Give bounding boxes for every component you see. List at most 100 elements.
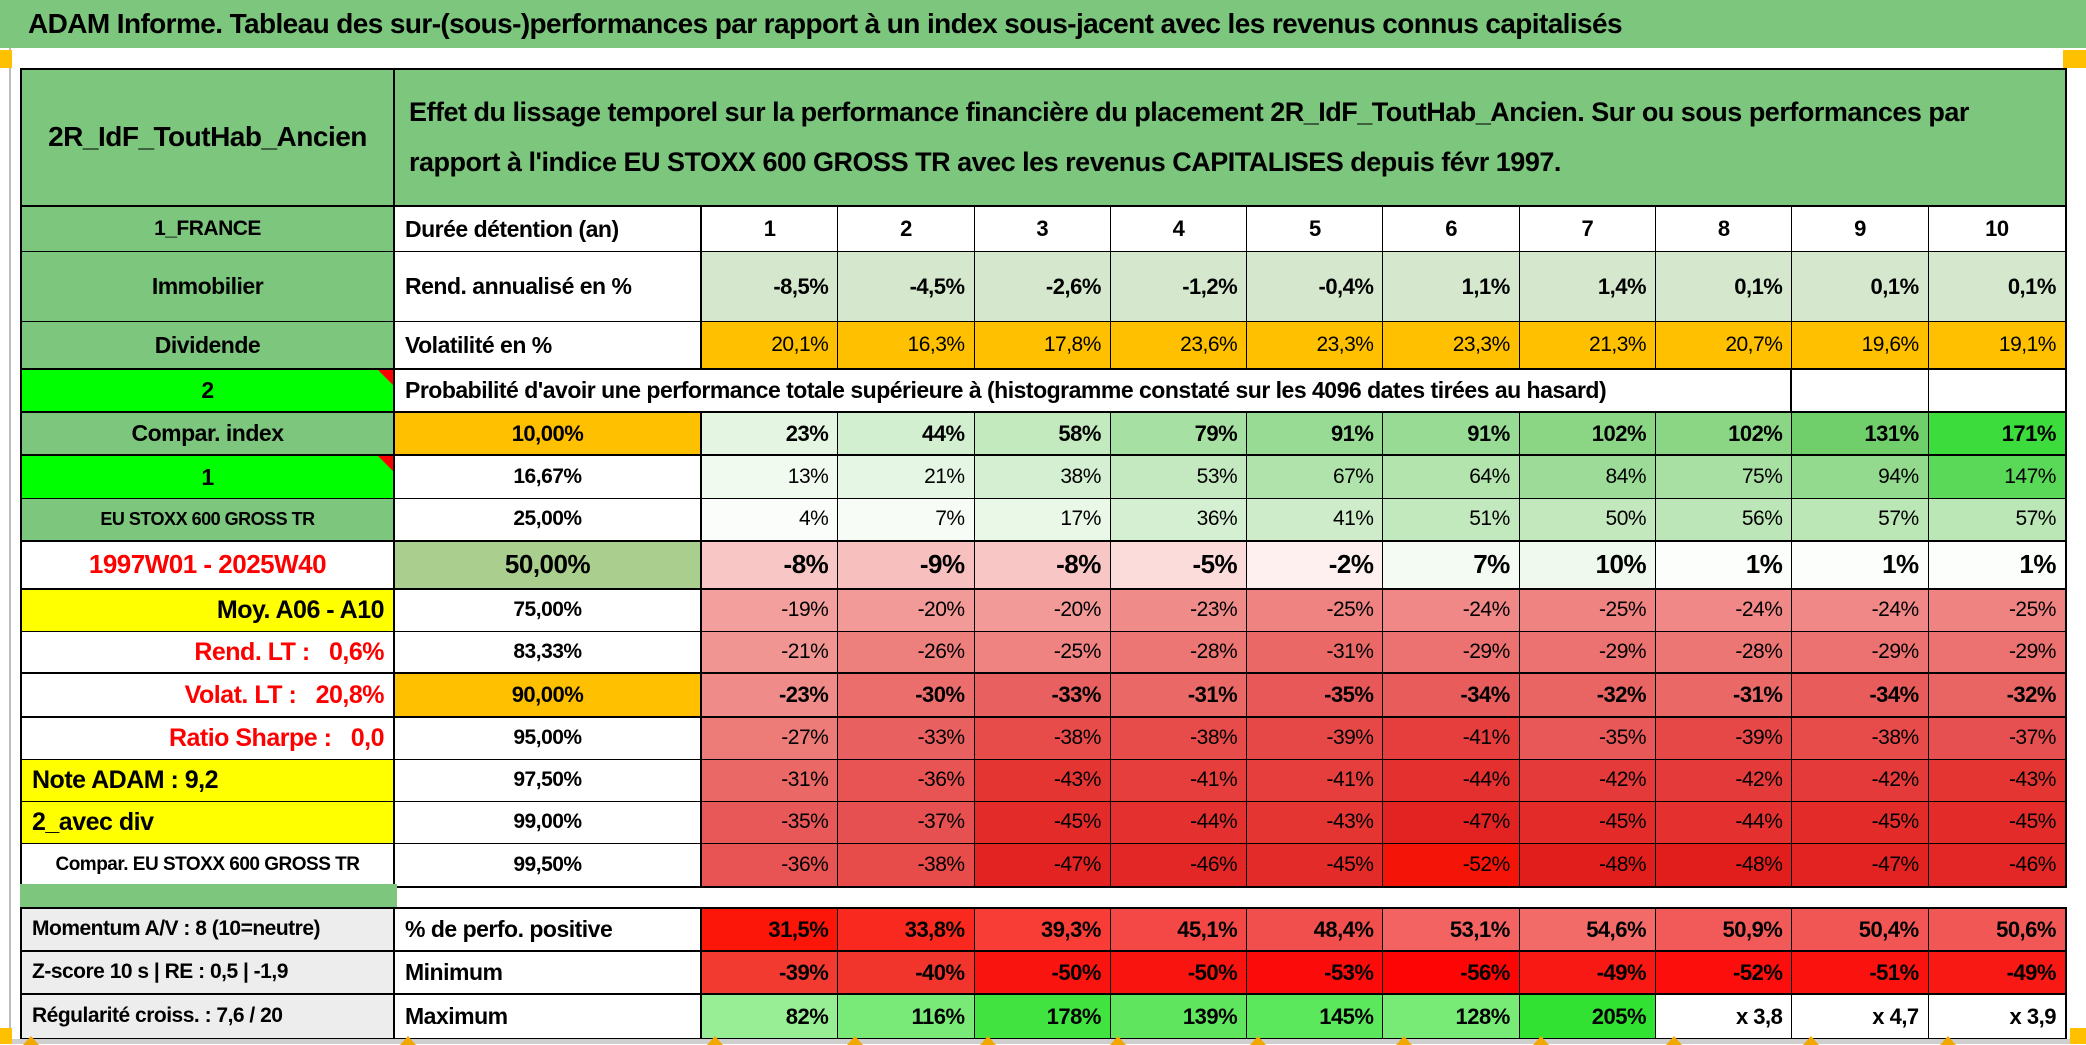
row-label-cell[interactable]: Note ADAM : 9,2 [22, 760, 395, 801]
value-cell[interactable]: -36% [702, 844, 839, 886]
value-cell[interactable]: 0,1% [1928, 252, 2065, 321]
value-cell[interactable]: 4 [1110, 207, 1248, 251]
value-cell[interactable]: -42% [1792, 760, 1929, 801]
value-cell[interactable]: -56% [1383, 952, 1520, 993]
row-label-cell[interactable]: Dividende [22, 322, 395, 368]
value-cell[interactable]: 147% [1928, 456, 2065, 498]
value-cell[interactable]: 53% [1110, 456, 1248, 498]
value-cell[interactable]: 13% [702, 456, 839, 498]
value-cell[interactable]: 58% [974, 413, 1111, 454]
value-cell[interactable]: -34% [1383, 674, 1520, 716]
value-cell[interactable]: -42% [1656, 760, 1793, 801]
table-description-cell[interactable]: Effet du lissage temporel sur la perform… [395, 70, 2065, 205]
row-sublabel-cell[interactable]: 50,00% [395, 542, 702, 588]
value-cell[interactable]: x 4,7 [1792, 995, 1929, 1038]
value-cell[interactable]: 50,4% [1792, 909, 1929, 950]
value-cell[interactable]: 50,9% [1656, 909, 1793, 950]
value-cell[interactable]: -24% [1383, 590, 1520, 631]
row-sublabel-cell[interactable]: 10,00% [395, 413, 702, 454]
value-cell[interactable]: -25% [1247, 590, 1384, 631]
row-sublabel-cell[interactable]: 75,00% [395, 590, 702, 631]
row-sublabel-cell[interactable]: Rend. annualisé en % [395, 252, 702, 321]
row-label-cell[interactable]: 1 [22, 456, 395, 498]
value-cell[interactable]: -44% [1383, 760, 1520, 801]
row-label-cell[interactable]: Z-score 10 s | RE : 0,5 | -1,9 [22, 952, 395, 993]
value-cell[interactable]: 0,1% [1656, 252, 1793, 321]
value-cell[interactable]: 9 [1792, 207, 1929, 251]
value-cell[interactable]: 41% [1247, 499, 1384, 540]
value-cell[interactable]: -33% [838, 718, 975, 759]
value-cell[interactable]: 8 [1656, 207, 1793, 251]
value-cell[interactable]: -38% [838, 844, 975, 886]
value-cell[interactable]: -43% [1247, 802, 1384, 843]
value-cell[interactable]: -35% [1519, 718, 1657, 759]
value-cell[interactable]: -20% [838, 590, 975, 631]
value-cell[interactable]: -46% [1928, 844, 2065, 886]
value-cell[interactable]: -44% [1110, 802, 1248, 843]
empty-cell[interactable] [1792, 370, 1929, 411]
value-cell[interactable]: 102% [1519, 413, 1657, 454]
value-cell[interactable]: -43% [974, 760, 1111, 801]
value-cell[interactable]: -29% [1383, 632, 1520, 672]
value-cell[interactable]: -52% [1656, 952, 1793, 993]
value-cell[interactable]: -1,2% [1110, 252, 1248, 321]
value-cell[interactable]: -44% [1656, 802, 1793, 843]
value-cell[interactable]: -46% [1110, 844, 1248, 886]
value-cell[interactable]: 3 [974, 207, 1111, 251]
row-sublabel-cell[interactable]: 83,33% [395, 632, 702, 672]
value-cell[interactable]: 19,6% [1792, 322, 1929, 368]
value-cell[interactable]: -2,6% [974, 252, 1111, 321]
value-cell[interactable]: -37% [1928, 718, 2065, 759]
value-cell[interactable]: -23% [702, 674, 839, 716]
value-cell[interactable]: -50% [974, 952, 1111, 993]
value-cell[interactable]: 7% [838, 499, 975, 540]
value-cell[interactable]: 75% [1656, 456, 1793, 498]
value-cell[interactable]: -50% [1110, 952, 1248, 993]
value-cell[interactable]: -35% [1247, 674, 1384, 716]
row-sublabel-cell[interactable]: Durée détention (an) [395, 207, 702, 251]
value-cell[interactable]: 67% [1247, 456, 1384, 498]
value-cell[interactable]: 1,4% [1519, 252, 1657, 321]
value-cell[interactable]: 39,3% [974, 909, 1111, 950]
value-cell[interactable]: -29% [1792, 632, 1929, 672]
value-cell[interactable]: -9% [838, 542, 975, 588]
value-cell[interactable]: 38% [974, 456, 1111, 498]
row-label-cell[interactable]: Moy. A06 - A10 [22, 590, 395, 631]
value-cell[interactable]: -52% [1383, 844, 1520, 886]
value-cell[interactable]: -21% [702, 632, 839, 672]
value-cell[interactable]: 64% [1383, 456, 1520, 498]
row-sublabel-cell[interactable]: 16,67% [395, 456, 702, 498]
row-label-cell[interactable]: Régularité croiss. : 7,6 / 20 [22, 995, 395, 1038]
value-cell[interactable]: 139% [1110, 995, 1248, 1038]
value-cell[interactable]: -38% [1110, 718, 1248, 759]
value-cell[interactable]: -48% [1519, 844, 1657, 886]
row-sublabel-cell[interactable]: 97,50% [395, 760, 702, 801]
value-cell[interactable]: 91% [1383, 413, 1520, 454]
value-cell[interactable]: 33,8% [838, 909, 975, 950]
value-cell[interactable]: -38% [974, 718, 1111, 759]
value-cell[interactable]: 23,3% [1383, 322, 1520, 368]
value-cell[interactable]: 102% [1656, 413, 1793, 454]
value-cell[interactable]: 19,1% [1928, 322, 2065, 368]
value-cell[interactable]: -41% [1110, 760, 1248, 801]
row-label-cell[interactable]: 1_FRANCE [22, 207, 395, 251]
value-cell[interactable]: 56% [1656, 499, 1793, 540]
row-label-cell[interactable]: Compar. EU STOXX 600 GROSS TR [22, 844, 395, 886]
value-cell[interactable]: 145% [1247, 995, 1384, 1038]
value-cell[interactable]: -47% [974, 844, 1111, 886]
row-sublabel-cell[interactable]: 95,00% [395, 718, 702, 759]
value-cell[interactable]: 178% [974, 995, 1111, 1038]
value-cell[interactable]: -26% [838, 632, 975, 672]
value-cell[interactable]: 54,6% [1519, 909, 1657, 950]
value-cell[interactable]: 31,5% [702, 909, 839, 950]
value-cell[interactable]: -31% [702, 760, 839, 801]
value-cell[interactable]: -37% [838, 802, 975, 843]
value-cell[interactable]: 6 [1383, 207, 1520, 251]
value-cell[interactable]: -41% [1247, 760, 1384, 801]
value-cell[interactable]: 23,3% [1247, 322, 1384, 368]
value-cell[interactable]: -8% [974, 542, 1111, 588]
value-cell[interactable]: -39% [702, 952, 839, 993]
value-cell[interactable]: -45% [1247, 844, 1384, 886]
value-cell[interactable]: -31% [1110, 674, 1248, 716]
row-sublabel-cell[interactable]: 90,00% [395, 674, 702, 716]
